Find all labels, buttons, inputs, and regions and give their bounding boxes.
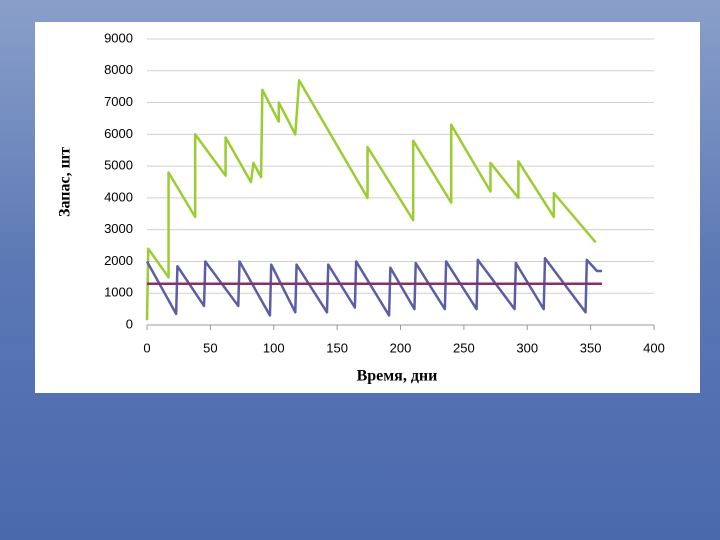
x-tick-label: 400 — [643, 340, 665, 355]
series-line — [145, 79, 597, 321]
y-tick-label: 8000 — [104, 62, 133, 77]
y-tick-label: 0 — [126, 316, 133, 331]
chart-panel — [35, 22, 700, 393]
y-tick-label: 2000 — [104, 253, 133, 268]
x-tick-label: 350 — [580, 340, 602, 355]
y-tick-label: 9000 — [104, 30, 133, 45]
x-tick-label: 0 — [143, 340, 150, 355]
y-tick-label: 1000 — [104, 285, 133, 300]
y-tick-label: 3000 — [104, 221, 133, 236]
x-tick-label: 100 — [263, 340, 285, 355]
x-tick-label: 300 — [516, 340, 538, 355]
x-axis-title: Время, дни — [357, 368, 438, 385]
y-tick-label: 5000 — [104, 158, 133, 173]
x-tick-label: 50 — [203, 340, 217, 355]
y-axis-title: Запас, шт — [57, 147, 74, 217]
y-tick-label: 4000 — [104, 189, 133, 204]
x-tick-label: 150 — [326, 340, 348, 355]
y-tick-label: 6000 — [104, 126, 133, 141]
x-tick-label: 200 — [390, 340, 412, 355]
series-line — [145, 257, 603, 317]
y-tick-label: 7000 — [104, 94, 133, 109]
x-tick-label: 250 — [453, 340, 475, 355]
